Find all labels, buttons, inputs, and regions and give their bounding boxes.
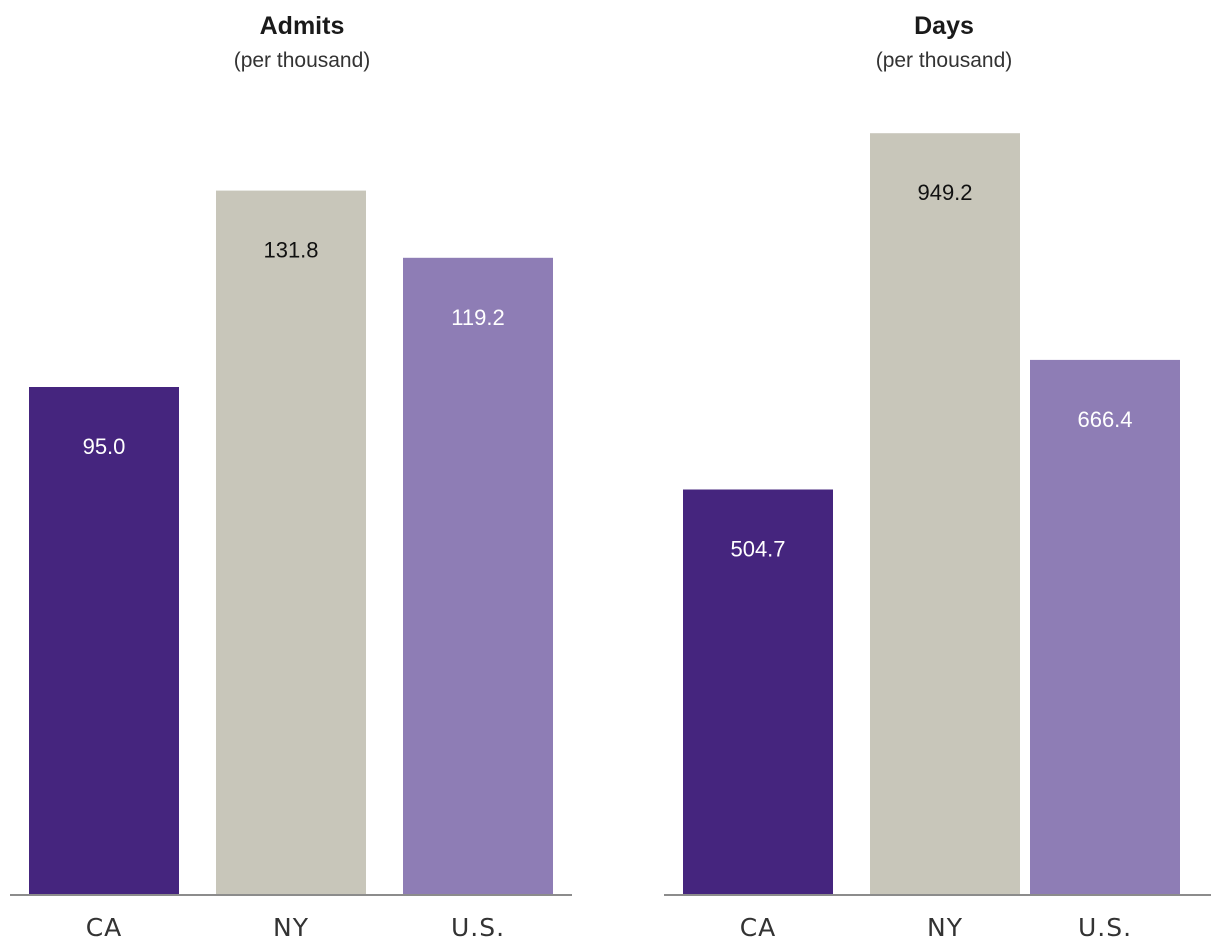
bar-value-label: 131.8: [263, 238, 318, 263]
bar-ny: [216, 190, 366, 895]
bar-value-label: 119.2: [451, 305, 504, 330]
bar-us: [403, 257, 553, 894]
category-label: CA: [86, 913, 123, 942]
bar-ny: [870, 133, 1020, 894]
chart-subtitle: (per thousand): [234, 49, 371, 72]
category-label: NY: [273, 913, 309, 942]
category-label: CA: [740, 913, 777, 942]
chart-title: Admits: [260, 12, 345, 40]
bar-us: [1030, 359, 1180, 894]
chart-subtitle: (per thousand): [876, 49, 1013, 72]
chart-panel-days: Days (per thousand) 504.7 CA 949.2 NY 666.4 U.S…: [664, 12, 1211, 942]
category-label: NY: [927, 913, 963, 942]
chart-panel-admits: Admits (per thousand) 95.0 CA 131.8 NY 119.2 U.…: [10, 12, 572, 942]
bar-value-label: 95.0: [83, 434, 126, 459]
bar-ca: [29, 387, 179, 894]
category-label: U.S.: [451, 913, 505, 942]
bar-value-label: 666.4: [1077, 407, 1132, 432]
bar-ca: [683, 489, 833, 894]
bar-value-label: 949.2: [917, 180, 972, 205]
chart-title: Days: [914, 12, 974, 40]
bar-value-label: 504.7: [730, 537, 785, 562]
category-label: U.S.: [1078, 913, 1132, 942]
